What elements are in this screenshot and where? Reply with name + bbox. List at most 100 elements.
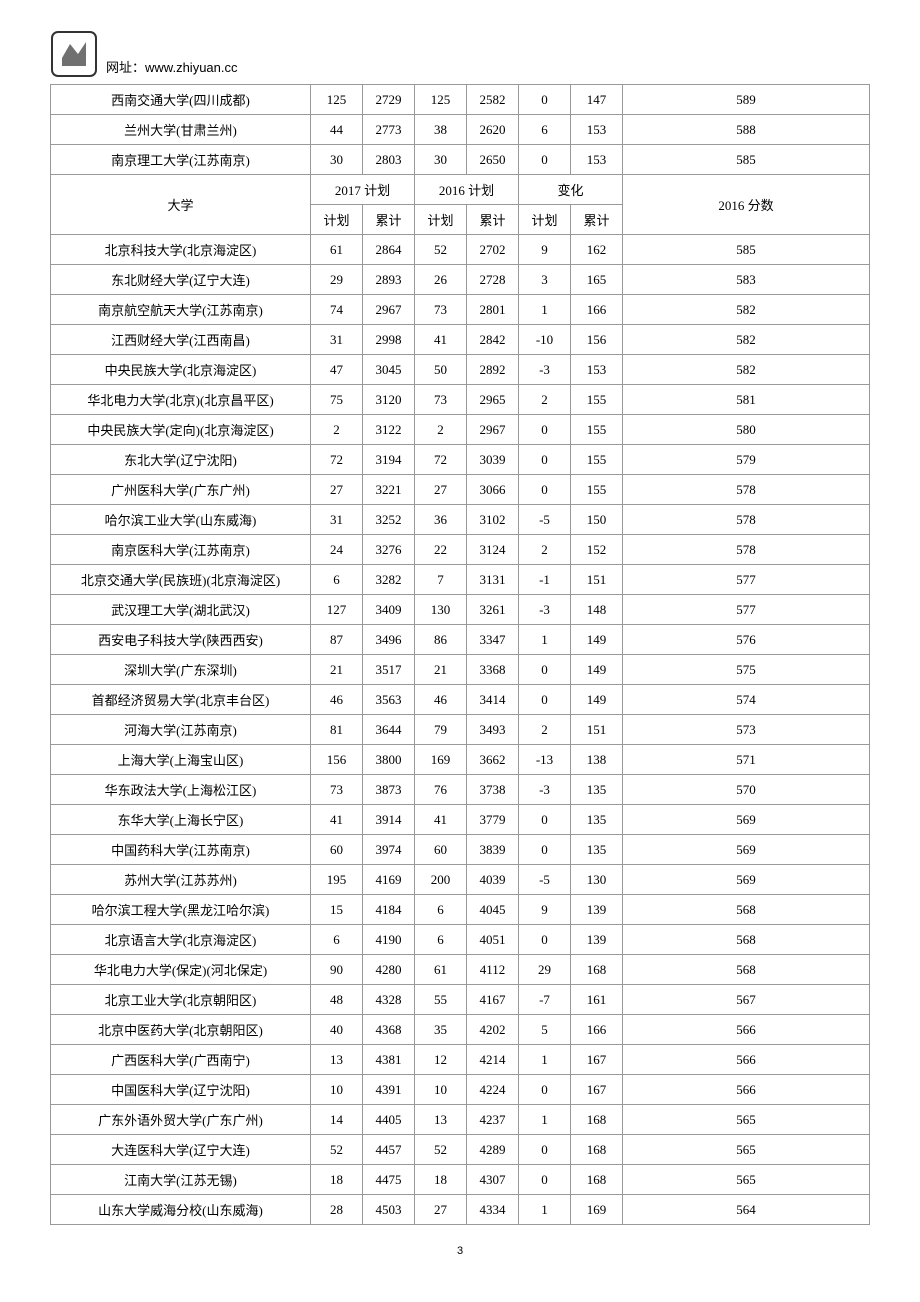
cell-score: 580: [623, 415, 870, 445]
cell-plan-2017: 75: [311, 385, 363, 415]
cell-plan-2017: 18: [311, 1165, 363, 1195]
cell-plan-2017: 156: [311, 745, 363, 775]
col-score: 2016 分数: [623, 175, 870, 235]
cell-university: 广东外语外贸大学(广东广州): [51, 1105, 311, 1135]
cell-plan-2017: 15: [311, 895, 363, 925]
cell-plan-2017: 52: [311, 1135, 363, 1165]
cell-score: 569: [623, 805, 870, 835]
cell-plan-2017: 73: [311, 775, 363, 805]
cell-plan-2017: 27: [311, 475, 363, 505]
cell-plan-2016: 21: [415, 655, 467, 685]
cell-plan-2017: 31: [311, 325, 363, 355]
cell-cum-2016: 3368: [467, 655, 519, 685]
cell-change-plan: -3: [519, 595, 571, 625]
cell-university: 兰州大学(甘肃兰州): [51, 115, 311, 145]
table-row: 广州医科大学(广东广州)2732212730660155578: [51, 475, 870, 505]
cell-cum-2017: 4457: [363, 1135, 415, 1165]
cell-plan-2017: 30: [311, 145, 363, 175]
cell-change-cum: 153: [571, 145, 623, 175]
cell-change-plan: -5: [519, 505, 571, 535]
cell-cum-2016: 2702: [467, 235, 519, 265]
col-change-cum: 累计: [571, 205, 623, 235]
table-row: 大连医科大学(辽宁大连)5244575242890168565: [51, 1135, 870, 1165]
cell-plan-2016: 30: [415, 145, 467, 175]
cell-change-cum: 166: [571, 295, 623, 325]
cell-university: 中国医科大学(辽宁沈阳): [51, 1075, 311, 1105]
table-row: 北京中医药大学(北京朝阳区)4043683542025166566: [51, 1015, 870, 1045]
table-row: 首都经济贸易大学(北京丰台区)4635634634140149574: [51, 685, 870, 715]
cell-university: 北京工业大学(北京朝阳区): [51, 985, 311, 1015]
cell-change-plan: 1: [519, 1195, 571, 1225]
cell-plan-2016: 46: [415, 685, 467, 715]
cell-cum-2017: 4503: [363, 1195, 415, 1225]
cell-score: 582: [623, 295, 870, 325]
cell-university: 华北电力大学(保定)(河北保定): [51, 955, 311, 985]
cell-cum-2017: 3563: [363, 685, 415, 715]
cell-score: 585: [623, 145, 870, 175]
cell-score: 575: [623, 655, 870, 685]
cell-cum-2017: 2773: [363, 115, 415, 145]
cell-score: 565: [623, 1165, 870, 1195]
cell-score: 574: [623, 685, 870, 715]
cell-change-cum: 135: [571, 805, 623, 835]
cell-change-plan: 0: [519, 1165, 571, 1195]
cell-plan-2017: 195: [311, 865, 363, 895]
cell-cum-2016: 4307: [467, 1165, 519, 1195]
cell-cum-2017: 3644: [363, 715, 415, 745]
table-row: 江南大学(江苏无锡)1844751843070168565: [51, 1165, 870, 1195]
cell-plan-2016: 18: [415, 1165, 467, 1195]
cell-change-plan: 1: [519, 295, 571, 325]
cell-score: 578: [623, 475, 870, 505]
cell-plan-2017: 90: [311, 955, 363, 985]
cell-change-plan: 0: [519, 805, 571, 835]
cell-cum-2017: 2803: [363, 145, 415, 175]
cell-change-cum: 151: [571, 715, 623, 745]
cell-change-plan: 2: [519, 385, 571, 415]
cell-plan-2016: 41: [415, 325, 467, 355]
cell-plan-2016: 7: [415, 565, 467, 595]
cell-change-cum: 152: [571, 535, 623, 565]
cell-score: 582: [623, 325, 870, 355]
cell-university: 东华大学(上海长宁区): [51, 805, 311, 835]
cell-change-cum: 130: [571, 865, 623, 895]
table-row: 西安电子科技大学(陕西西安)8734968633471149576: [51, 625, 870, 655]
cell-change-cum: 167: [571, 1045, 623, 1075]
cell-cum-2017: 2893: [363, 265, 415, 295]
cell-cum-2017: 3873: [363, 775, 415, 805]
cell-plan-2016: 52: [415, 1135, 467, 1165]
cell-cum-2016: 2801: [467, 295, 519, 325]
cell-score: 570: [623, 775, 870, 805]
cell-change-plan: 0: [519, 145, 571, 175]
cell-cum-2017: 4405: [363, 1105, 415, 1135]
cell-cum-2017: 2729: [363, 85, 415, 115]
cell-score: 577: [623, 565, 870, 595]
cell-plan-2016: 26: [415, 265, 467, 295]
cell-plan-2016: 2: [415, 415, 467, 445]
cell-change-plan: -10: [519, 325, 571, 355]
cell-cum-2016: 3738: [467, 775, 519, 805]
cell-plan-2016: 27: [415, 475, 467, 505]
cell-cum-2017: 4381: [363, 1045, 415, 1075]
cell-plan-2016: 12: [415, 1045, 467, 1075]
university-table: 西南交通大学(四川成都)125272912525820147589兰州大学(甘肃…: [50, 84, 870, 1225]
url-label: 网址：: [106, 60, 145, 75]
cell-score: 565: [623, 1105, 870, 1135]
cell-score: 588: [623, 115, 870, 145]
cell-cum-2017: 3496: [363, 625, 415, 655]
cell-score: 566: [623, 1015, 870, 1045]
table-row: 东华大学(上海长宁区)4139144137790135569: [51, 805, 870, 835]
cell-score: 585: [623, 235, 870, 265]
table-row: 北京语言大学(北京海淀区)64190640510139568: [51, 925, 870, 955]
cell-change-cum: 161: [571, 985, 623, 1015]
cell-plan-2017: 127: [311, 595, 363, 625]
cell-cum-2017: 4328: [363, 985, 415, 1015]
cell-cum-2017: 2967: [363, 295, 415, 325]
cell-cum-2017: 3221: [363, 475, 415, 505]
col-group-2016: 2016 计划: [415, 175, 519, 205]
table-row: 广西医科大学(广西南宁)1343811242141167566: [51, 1045, 870, 1075]
cell-plan-2017: 48: [311, 985, 363, 1015]
cell-change-plan: 2: [519, 535, 571, 565]
url-value: www.zhiyuan.cc: [145, 60, 237, 75]
cell-plan-2017: 10: [311, 1075, 363, 1105]
cell-cum-2016: 4112: [467, 955, 519, 985]
